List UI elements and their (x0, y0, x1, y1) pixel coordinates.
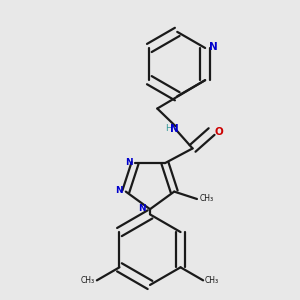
Text: N: N (115, 186, 123, 195)
Text: O: O (214, 127, 223, 136)
Text: CH₃: CH₃ (81, 276, 95, 285)
Text: N: N (125, 158, 133, 167)
Text: H: H (165, 124, 172, 133)
Text: CH₃: CH₃ (200, 194, 214, 203)
Text: N: N (170, 124, 179, 134)
Text: CH₃: CH₃ (205, 276, 219, 285)
Text: N: N (209, 42, 218, 52)
Text: N: N (138, 204, 146, 213)
